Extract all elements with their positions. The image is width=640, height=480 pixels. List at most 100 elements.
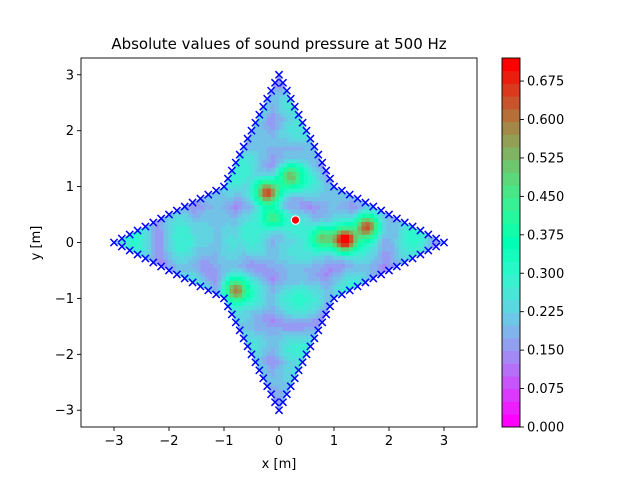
field-cell	[345, 229, 350, 235]
field-cell	[324, 187, 330, 193]
field-cell	[307, 322, 313, 327]
field-cell	[262, 259, 268, 265]
field-cell	[324, 242, 330, 248]
field-cell	[279, 108, 284, 114]
field-cell	[200, 213, 206, 218]
field-cell	[221, 187, 226, 193]
boundary-marker	[282, 390, 291, 399]
field-cell	[258, 305, 264, 311]
field-cell	[320, 313, 325, 319]
field-cell	[345, 246, 350, 252]
field-cell	[390, 221, 396, 227]
field-cell	[361, 208, 367, 214]
field-cell	[213, 242, 218, 248]
colorbar-ticks: 0.0000.0750.1500.2250.3000.3750.4500.525…	[520, 75, 564, 436]
field-cell	[353, 204, 358, 210]
field-cell	[357, 263, 363, 269]
field-cell	[328, 288, 334, 294]
field-cell	[287, 133, 292, 139]
field-cell	[394, 259, 400, 265]
field-cell	[204, 250, 210, 256]
field-cell	[402, 250, 408, 256]
field-cell	[303, 154, 309, 160]
field-cell	[279, 154, 284, 160]
field-cell	[270, 162, 276, 168]
colorbar-band	[502, 401, 520, 415]
field-cell	[332, 284, 338, 290]
field-cell	[283, 309, 288, 315]
field-cell	[291, 338, 297, 344]
field-cell	[307, 146, 313, 151]
field-cell	[225, 229, 231, 235]
field-cell	[196, 280, 202, 286]
field-cell	[262, 368, 268, 374]
field-cell	[291, 301, 297, 306]
field-cell	[279, 368, 284, 374]
field-cell	[254, 338, 259, 344]
field-cell	[270, 234, 276, 239]
field-cell	[155, 234, 160, 239]
field-cell	[279, 104, 284, 109]
field-cell	[204, 246, 210, 252]
field-cell	[167, 246, 173, 252]
field-cell	[316, 309, 321, 315]
field-cell	[394, 234, 400, 239]
field-cell	[266, 246, 272, 252]
boundary-marker	[263, 382, 272, 391]
field-cell	[299, 355, 305, 361]
field-cell	[250, 301, 255, 306]
field-cell	[336, 292, 342, 298]
field-cell	[262, 146, 268, 151]
field-cell	[299, 187, 305, 193]
field-cell	[266, 133, 272, 139]
boundary-marker	[235, 326, 244, 335]
boundary-marker	[392, 262, 401, 271]
field-cell	[328, 284, 334, 290]
field-cell	[163, 255, 169, 260]
field-cell	[353, 208, 358, 214]
field-cell	[241, 196, 247, 202]
field-cell	[258, 112, 264, 118]
field-cell	[221, 246, 226, 252]
field-cell	[312, 284, 317, 290]
field-cell	[303, 288, 309, 294]
boundary-marker	[247, 126, 256, 135]
field-cell	[246, 204, 251, 210]
field-cell	[299, 183, 305, 189]
field-cell	[320, 317, 325, 323]
field-cell	[250, 229, 255, 235]
field-cell	[291, 213, 297, 218]
field-cell	[307, 284, 313, 290]
field-cell	[196, 229, 202, 235]
field-cell	[229, 309, 235, 315]
field-cell	[373, 238, 379, 244]
field-cell	[336, 255, 342, 260]
field-cell	[340, 267, 346, 273]
field-cell	[345, 200, 350, 206]
field-cell	[270, 204, 276, 210]
field-cell	[369, 208, 375, 214]
field-cell	[266, 192, 272, 197]
field-cell	[357, 208, 363, 214]
boundary-marker	[212, 290, 221, 299]
boundary-marker	[204, 286, 213, 295]
boundary-marker	[369, 202, 378, 211]
field-cell	[345, 267, 350, 273]
field-cell	[241, 221, 247, 227]
field-cell	[345, 217, 350, 223]
colorbar-band	[502, 388, 520, 402]
field-cell	[295, 234, 301, 239]
field-cell	[283, 120, 288, 126]
field-cell	[229, 208, 235, 214]
field-cell	[373, 271, 379, 277]
field-cell	[171, 221, 177, 227]
field-cell	[225, 196, 231, 202]
field-cell	[237, 322, 243, 327]
field-cell	[217, 263, 222, 269]
field-cell	[307, 250, 313, 256]
boundary-marker	[337, 290, 346, 299]
colorbar-tick-label: 0.525	[527, 151, 564, 166]
field-cell	[287, 179, 292, 185]
field-cell	[415, 250, 420, 256]
field-cell	[279, 330, 284, 336]
